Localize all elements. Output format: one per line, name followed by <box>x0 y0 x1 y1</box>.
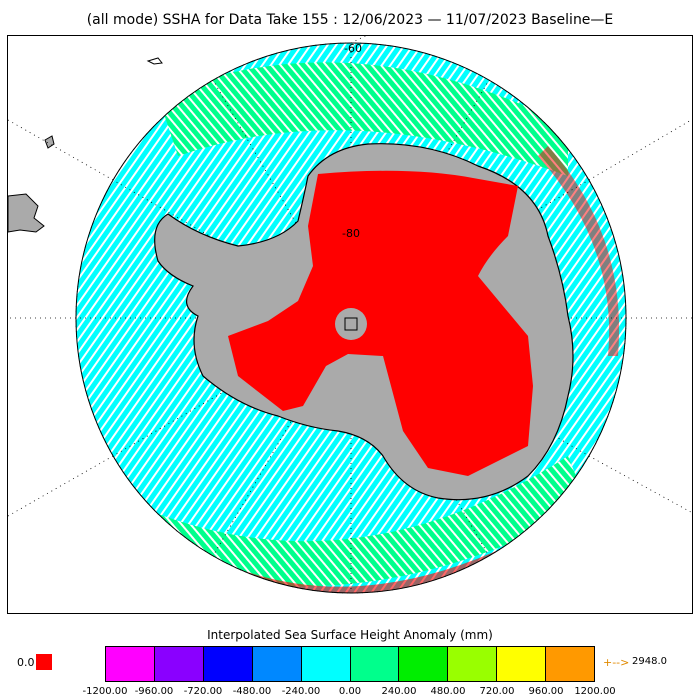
colorbar-tick-label: 240.00 <box>381 686 417 697</box>
map-panel: -60 -80 <box>7 35 693 614</box>
colorbar-tick-label: 0.00 <box>338 686 362 697</box>
colorbar-tick-label: -1200.00 <box>82 686 128 697</box>
pole-hole <box>335 308 367 340</box>
colorbar-tick-label: -720.00 <box>183 686 223 697</box>
colorbar-segment <box>106 647 155 681</box>
colorbar-tick-label: 1200.00 <box>574 686 616 697</box>
ocean-green-band-south <box>128 456 588 587</box>
colorbar-ticks: -1200.00 -960.00 -720.00 -480.00 -240.00 0.00… <box>83 686 616 700</box>
colorbar-segment <box>252 647 302 681</box>
ice-sheet-red <box>228 170 533 477</box>
polar-map: -60 -80 <box>8 36 692 594</box>
colorbar-segment <box>399 647 449 681</box>
red-swath-east <box>538 146 620 356</box>
overflow-arrow-icon: +--> <box>603 656 630 669</box>
lat-label-80: -80 <box>342 227 360 240</box>
colorbar <box>105 646 595 682</box>
pole-marker <box>344 317 358 331</box>
colorbar-segment <box>154 647 204 681</box>
ocean-green-band-north <box>158 62 568 176</box>
island-outline <box>146 57 163 65</box>
falkland-islands <box>44 135 55 149</box>
colorbar-tick-label: 720.00 <box>479 686 515 697</box>
colorbar-segment <box>448 647 498 681</box>
underflow-label: 0.0 <box>17 656 35 669</box>
colorbar-segment <box>350 647 400 681</box>
colorbar-tick-label: -240.00 <box>281 686 321 697</box>
colorbar-tick-label: -480.00 <box>232 686 272 697</box>
colorbar-tick-label: 960.00 <box>528 686 564 697</box>
colorbar-segment <box>497 647 547 681</box>
south-america-landmass <box>8 193 45 233</box>
colorbar-title: Interpolated Sea Surface Height Anomaly … <box>207 628 493 642</box>
lat-label-60: -60 <box>344 42 362 55</box>
colorbar-segment <box>203 647 253 681</box>
colorbar-tick-label: 480.00 <box>430 686 466 697</box>
colorbar-segment <box>546 647 595 681</box>
overflow-label: 2948.0 <box>632 656 667 667</box>
colorbar-segment <box>301 647 351 681</box>
plot-title: (all mode) SSHA for Data Take 155 : 12/0… <box>86 12 614 28</box>
underflow-swatch <box>36 654 52 670</box>
colorbar-tick-label: -960.00 <box>134 686 174 697</box>
